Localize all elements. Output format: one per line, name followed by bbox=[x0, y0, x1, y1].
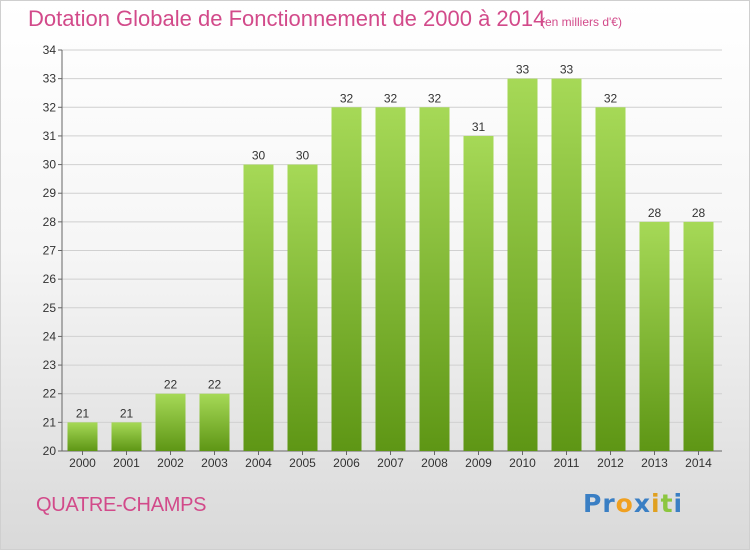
data-label: 28 bbox=[692, 206, 706, 220]
x-tick-label: 2008 bbox=[421, 456, 448, 470]
proxiti-logo[interactable]: Proxiti bbox=[583, 489, 683, 518]
y-tick-label: 25 bbox=[43, 301, 57, 315]
data-label: 32 bbox=[604, 91, 618, 105]
x-tick-label: 2014 bbox=[685, 456, 712, 470]
bar-2009 bbox=[463, 135, 494, 451]
x-tick-label: 2003 bbox=[201, 456, 228, 470]
data-label: 32 bbox=[428, 91, 442, 105]
bar-2003 bbox=[199, 393, 230, 451]
x-tick-label: 2000 bbox=[69, 456, 96, 470]
x-tick-label: 2004 bbox=[245, 456, 272, 470]
x-tick-label: 2002 bbox=[157, 456, 184, 470]
y-tick-label: 34 bbox=[43, 43, 57, 57]
data-labels: 21 21 22 22 30 30 32 32 32 31 33 33 32 28 28 bbox=[76, 63, 706, 421]
x-tick-label: 2005 bbox=[289, 456, 316, 470]
data-label: 30 bbox=[252, 149, 266, 163]
x-tick-label: 2009 bbox=[465, 456, 492, 470]
y-tick-label: 29 bbox=[43, 186, 57, 200]
x-tick-label: 2006 bbox=[333, 456, 360, 470]
bars bbox=[67, 78, 714, 452]
data-label: 33 bbox=[560, 63, 574, 77]
data-label: 21 bbox=[120, 406, 134, 420]
y-tick-label: 27 bbox=[43, 244, 57, 258]
bar-2012 bbox=[595, 107, 626, 452]
bar-2007 bbox=[375, 107, 406, 452]
data-label: 33 bbox=[516, 63, 530, 77]
logo-letter: i bbox=[673, 489, 684, 518]
logo-letter: x bbox=[633, 489, 651, 518]
bar-2004 bbox=[243, 164, 274, 452]
logo-letter: r bbox=[602, 489, 616, 518]
y-tick-label: 23 bbox=[43, 358, 57, 372]
x-tick-labels: 2000 2001 2002 2003 2004 2005 2006 2007 2008 2009… bbox=[69, 451, 712, 470]
y-tick-label: 32 bbox=[43, 100, 57, 114]
y-tick-labels: 20 21 22 23 24 25 26 27 28 29 30 31 32 33 34 bbox=[43, 43, 57, 458]
data-label: 31 bbox=[472, 120, 486, 134]
y-tick-label: 22 bbox=[43, 387, 57, 401]
data-label: 30 bbox=[296, 149, 310, 163]
bar-2006 bbox=[331, 107, 362, 452]
x-tick-label: 2011 bbox=[554, 456, 580, 470]
x-tick-label: 2007 bbox=[377, 456, 404, 470]
chart-title: Dotation Globale de Fonctionnement de 20… bbox=[28, 6, 546, 31]
bar-2005 bbox=[287, 164, 318, 452]
logo-letter: i bbox=[651, 489, 661, 518]
y-tick-label: 21 bbox=[43, 415, 57, 429]
x-tick-label: 2001 bbox=[113, 456, 140, 470]
x-tick-label: 2013 bbox=[641, 456, 668, 470]
x-tick-label: 2012 bbox=[597, 456, 624, 470]
y-tick-label: 26 bbox=[43, 272, 57, 286]
bar-2013 bbox=[639, 221, 670, 451]
bar-2000 bbox=[67, 422, 98, 451]
bar-2001 bbox=[111, 422, 142, 451]
logo-letter: t bbox=[660, 489, 674, 518]
logo-letter: o bbox=[615, 489, 634, 518]
chart-subtitle: (en milliers d'€) bbox=[541, 15, 622, 29]
data-label: 21 bbox=[76, 406, 90, 420]
y-tick-label: 31 bbox=[43, 129, 57, 143]
data-label: 32 bbox=[384, 91, 398, 105]
data-label: 32 bbox=[340, 91, 354, 105]
y-tick-label: 30 bbox=[43, 158, 57, 172]
bar-2014 bbox=[683, 221, 714, 451]
bar-2002 bbox=[155, 393, 186, 451]
bar-2010 bbox=[507, 78, 538, 452]
data-label: 28 bbox=[648, 206, 662, 220]
y-tick-label: 33 bbox=[43, 72, 57, 86]
bar-2011 bbox=[551, 78, 582, 452]
bar-2008 bbox=[419, 107, 450, 452]
logo-letter: P bbox=[583, 489, 603, 518]
data-label: 22 bbox=[164, 378, 178, 392]
x-tick-label: 2010 bbox=[509, 456, 536, 470]
y-tick-label: 24 bbox=[43, 329, 57, 343]
y-tick-label: 28 bbox=[43, 215, 57, 229]
commune-name: QUATRE-CHAMPS bbox=[36, 494, 207, 516]
data-label: 22 bbox=[208, 378, 222, 392]
y-tick-label: 20 bbox=[43, 444, 57, 458]
